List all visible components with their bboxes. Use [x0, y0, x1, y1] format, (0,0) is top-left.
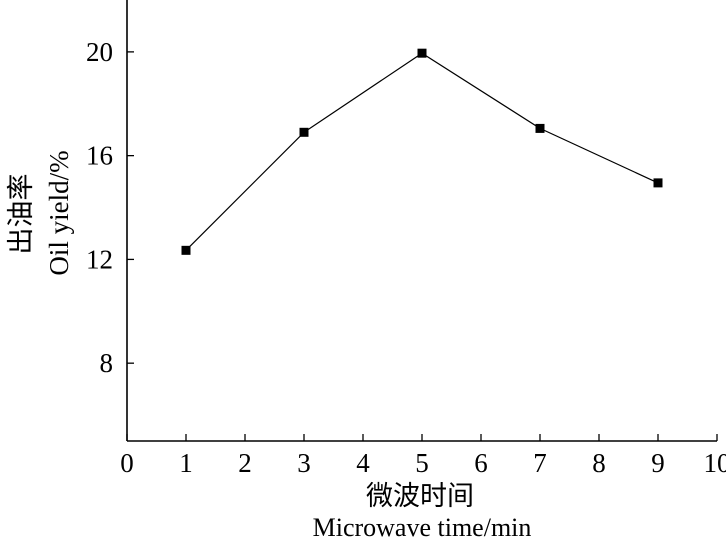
x-tick-label: 2: [238, 448, 252, 478]
x-axis-label-english: Microwave time/min: [313, 513, 532, 539]
x-tick-label: 7: [533, 448, 547, 478]
x-tick-label: 3: [297, 448, 311, 478]
data-point-marker: [536, 124, 545, 133]
series-line: [186, 53, 658, 250]
axis-labels: 微波时间 Microwave time/min 出油率 Oil yield/%: [6, 150, 531, 539]
x-tick-label: 4: [356, 448, 370, 478]
x-tick-label: 5: [415, 448, 429, 478]
x-tick-label: 8: [592, 448, 606, 478]
data-point-marker: [182, 246, 191, 255]
x-tick-label: 9: [651, 448, 665, 478]
data-point-marker: [300, 128, 309, 137]
y-tick-label: 12: [86, 244, 113, 274]
y-tick-label: 20: [86, 37, 113, 67]
x-tick-label: 1: [179, 448, 193, 478]
y-axis-label-chinese: 出油率: [6, 174, 36, 255]
y-axis-label-english: Oil yield/%: [44, 150, 74, 275]
data-point-marker: [654, 178, 663, 187]
data-point-marker: [418, 49, 427, 58]
series-layer: [182, 49, 663, 255]
x-tick-label: 10: [704, 448, 726, 478]
y-tick-label: 8: [100, 348, 114, 378]
y-tick-label: 16: [86, 141, 113, 171]
x-tick-label: 6: [474, 448, 488, 478]
x-tick-label: 0: [120, 448, 134, 478]
x-axis-label-chinese: 微波时间: [366, 481, 474, 511]
